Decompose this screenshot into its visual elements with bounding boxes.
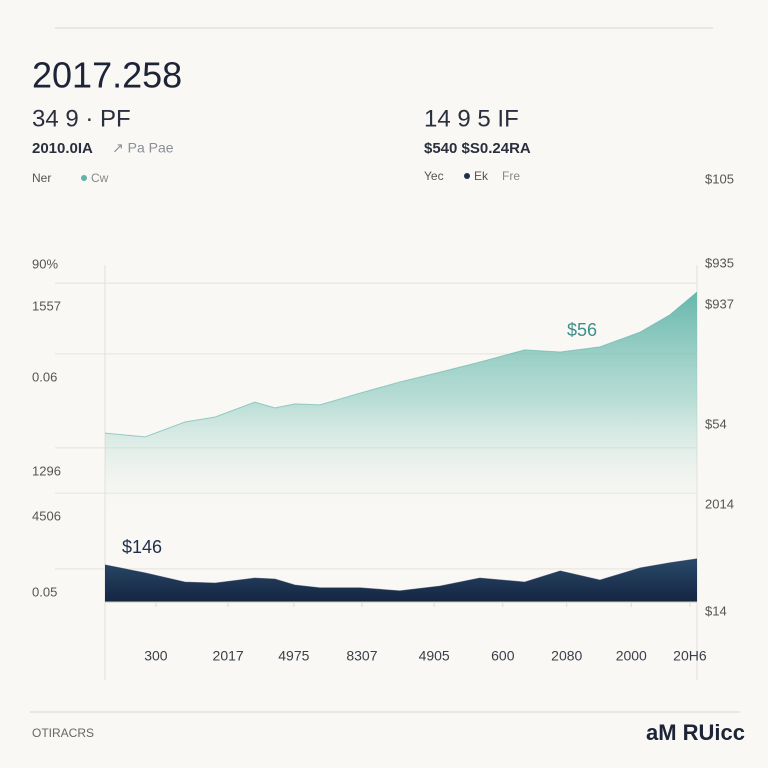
area-edge [104,291,698,438]
annotation: $146 [122,537,162,557]
legend-dot [81,175,87,181]
logo: aM RUicc [646,720,745,745]
y-tick-label: 1296 [32,463,61,478]
y-tick-label: 0.05 [32,584,57,599]
x-tick-label: 2080 [551,648,582,664]
right-label: $105 [705,171,734,186]
x-tick-label: 20H6 [673,648,707,664]
right-label: $14 [705,603,727,618]
legend-label: Fre [502,169,520,183]
right-label: $937 [705,296,734,311]
subline: $540 $S0.24RA [424,140,531,157]
right-label: 2014 [705,496,734,511]
legend-label: Ner [32,171,51,185]
legend-label: Yec [424,169,444,183]
subtitle: 34 9 · PF [32,105,131,132]
area [105,558,697,602]
y-tick-label: 1557 [32,299,61,314]
x-tick-label: 600 [491,648,515,664]
area [105,291,697,602]
x-tick-label: 8307 [346,648,377,664]
legend-label: Cw [91,171,109,185]
chart-title: 2017.258 [32,55,182,96]
legend-dot [464,173,470,179]
annotation: $56 [567,320,597,340]
x-tick-label: 2017 [213,648,244,664]
x-tick-label: 4905 [419,648,450,664]
legend-label: Ek [474,169,489,183]
y-tick-label: 0.06 [32,369,57,384]
y-tick-label: 4506 [32,509,61,524]
right-label: $54 [705,416,727,431]
right-label: $935 [705,255,734,270]
x-tick-label: 2000 [616,648,647,664]
subtitle: 14 9 5 IF [424,105,519,132]
subline: ↗ Pa Pae [112,140,174,156]
x-tick-label: 300 [144,648,168,664]
area-edge [104,558,698,592]
footer: OTIRACRS [32,726,94,740]
y-tick-label: 90% [32,256,58,271]
x-tick-label: 4975 [278,648,309,664]
subline: 2010.0IA [32,140,93,157]
